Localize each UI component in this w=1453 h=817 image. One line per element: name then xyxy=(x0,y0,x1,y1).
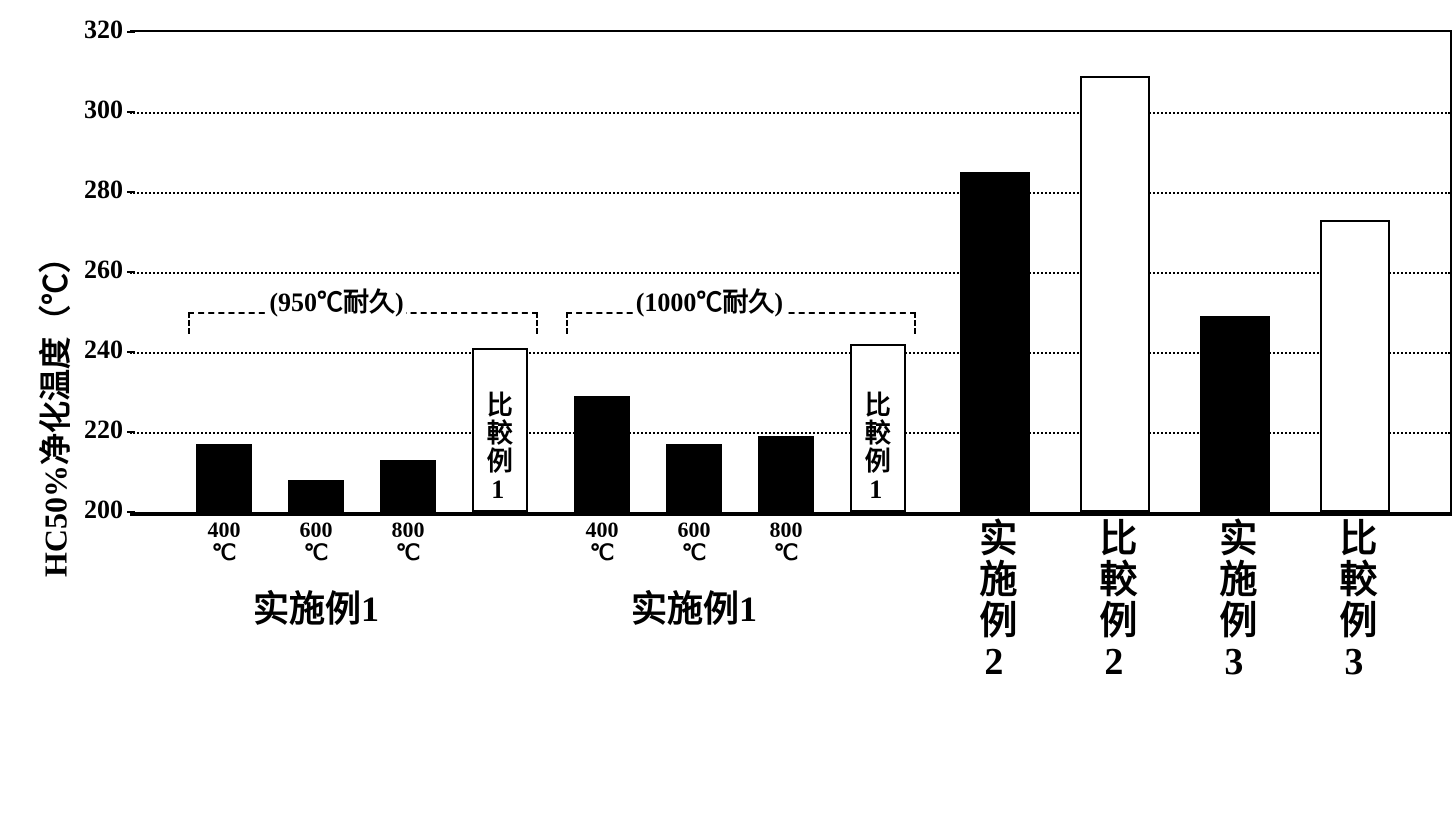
bar xyxy=(1200,316,1270,512)
y-axis-label: HC50%净化温度（℃） xyxy=(31,240,77,576)
y-tick-label: 220 xyxy=(83,415,123,445)
y-tick-mark xyxy=(127,31,135,33)
bar xyxy=(288,480,344,512)
y-tick-mark xyxy=(127,431,135,433)
group-label: 实施例1 xyxy=(574,580,814,632)
bar xyxy=(666,444,722,512)
bar-inner-label: 比較例1 xyxy=(862,391,889,506)
plot-area: 比較例1 比較例1 (950℃耐久) (1000℃耐久) xyxy=(130,30,1452,516)
bar-sub-label: 800℃ xyxy=(370,518,446,564)
bar-bottom-label: 比較例2 xyxy=(1093,518,1133,686)
bar-bottom-label: 实施例2 xyxy=(973,518,1013,686)
bar xyxy=(758,436,814,512)
bar xyxy=(960,172,1030,512)
bar-sub-label: 600℃ xyxy=(278,518,354,564)
y-tick-mark xyxy=(127,511,135,513)
y-tick-label: 260 xyxy=(83,255,123,285)
y-tick-mark xyxy=(127,271,135,273)
bar xyxy=(574,396,630,512)
gridline xyxy=(130,112,1450,114)
bar-sub-label: 800℃ xyxy=(748,518,824,564)
bracket-label: (950℃耐久) xyxy=(267,282,405,319)
bar xyxy=(1080,76,1150,512)
bar-sub-label: 400℃ xyxy=(186,518,262,564)
bracket-label: (1000℃耐久) xyxy=(634,282,785,319)
bar-bottom-label: 比較例3 xyxy=(1333,518,1373,686)
gridline xyxy=(130,192,1450,194)
y-tick-label: 200 xyxy=(83,495,123,525)
y-tick-label: 320 xyxy=(83,15,123,45)
y-tick-label: 240 xyxy=(83,335,123,365)
y-tick-mark xyxy=(127,111,135,113)
bar xyxy=(196,444,252,512)
gridline xyxy=(130,272,1450,274)
bar xyxy=(1320,220,1390,512)
bar-inner-label: 比較例1 xyxy=(484,391,511,506)
y-tick-mark xyxy=(127,191,135,193)
bar-sub-label: 600℃ xyxy=(656,518,732,564)
y-tick-mark xyxy=(127,351,135,353)
y-tick-label: 280 xyxy=(83,175,123,205)
y-tick-label: 300 xyxy=(83,95,123,125)
bar xyxy=(380,460,436,512)
chart-container: HC50%净化温度（℃） 比較例1 比較例1 (950℃耐久) (1000℃耐久) 2… xyxy=(20,20,1453,797)
bar-sub-label: 400℃ xyxy=(564,518,640,564)
bar-bottom-label: 实施例3 xyxy=(1213,518,1253,686)
group-label: 实施例1 xyxy=(196,580,436,632)
